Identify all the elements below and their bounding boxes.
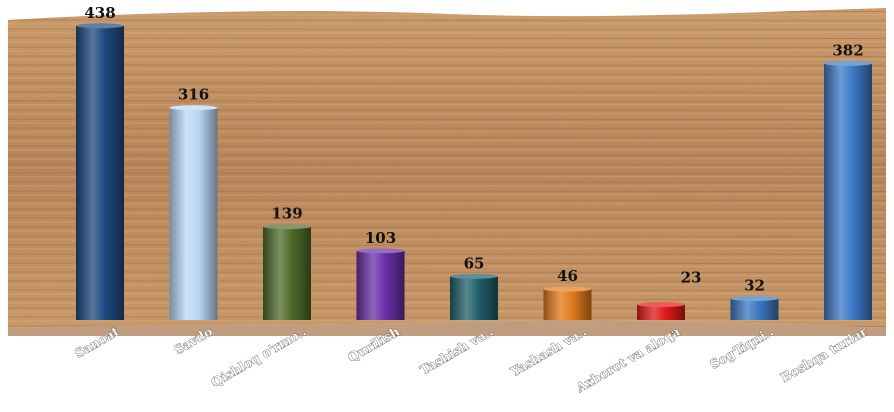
value-label-0: 438	[84, 4, 115, 22]
bar-top-1	[169, 105, 218, 111]
bar-top-3	[356, 248, 405, 254]
bar-top-6	[637, 302, 685, 308]
wood-background	[8, 8, 886, 336]
bar-top-7	[730, 296, 779, 302]
bar-4	[450, 276, 498, 320]
bar-6	[637, 304, 685, 320]
value-label-2: 139	[271, 205, 302, 223]
bar-top-4	[450, 273, 498, 279]
value-label-7: 32	[744, 277, 765, 295]
bar-5	[543, 289, 592, 320]
bar-7	[730, 298, 779, 320]
bar-top-2	[263, 224, 311, 230]
bar-top-0	[76, 23, 124, 29]
value-label-5: 46	[557, 267, 578, 285]
value-label-6: 23	[681, 269, 702, 287]
value-label-8: 382	[832, 41, 863, 59]
bar-2	[263, 226, 311, 320]
bar-top-5	[543, 286, 592, 292]
value-label-4: 65	[464, 254, 485, 272]
value-label-3: 103	[365, 229, 396, 247]
value-label-1: 316	[178, 86, 209, 104]
bar-1	[169, 107, 218, 320]
bar-3	[356, 250, 405, 320]
bar-8	[824, 63, 872, 321]
bar-top-8	[824, 60, 872, 66]
bar-0	[76, 25, 124, 321]
